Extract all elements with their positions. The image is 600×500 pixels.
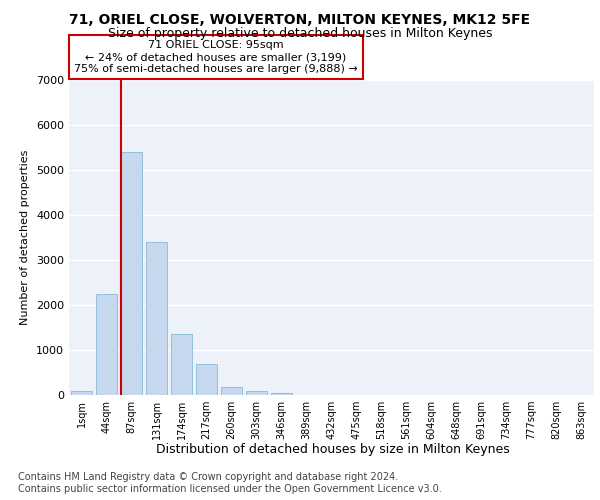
Bar [221, 387, 242, 395]
Text: Distribution of detached houses by size in Milton Keynes: Distribution of detached houses by size … [156, 442, 510, 456]
Text: 71, ORIEL CLOSE, WOLVERTON, MILTON KEYNES, MK12 5FE: 71, ORIEL CLOSE, WOLVERTON, MILTON KEYNE… [70, 12, 530, 26]
Bar [121, 152, 142, 395]
Text: Size of property relative to detached houses in Milton Keynes: Size of property relative to detached ho… [108, 28, 492, 40]
Bar [96, 294, 117, 395]
Bar [71, 392, 92, 395]
Bar [271, 393, 292, 395]
Text: Contains HM Land Registry data © Crown copyright and database right 2024.
Contai: Contains HM Land Registry data © Crown c… [18, 472, 442, 494]
Bar [246, 390, 267, 395]
Bar [171, 334, 192, 395]
Text: 71 ORIEL CLOSE: 95sqm
← 24% of detached houses are smaller (3,199)
75% of semi-d: 71 ORIEL CLOSE: 95sqm ← 24% of detached … [74, 40, 358, 74]
Bar [196, 364, 217, 395]
Bar [146, 242, 167, 395]
Y-axis label: Number of detached properties: Number of detached properties [20, 150, 31, 325]
